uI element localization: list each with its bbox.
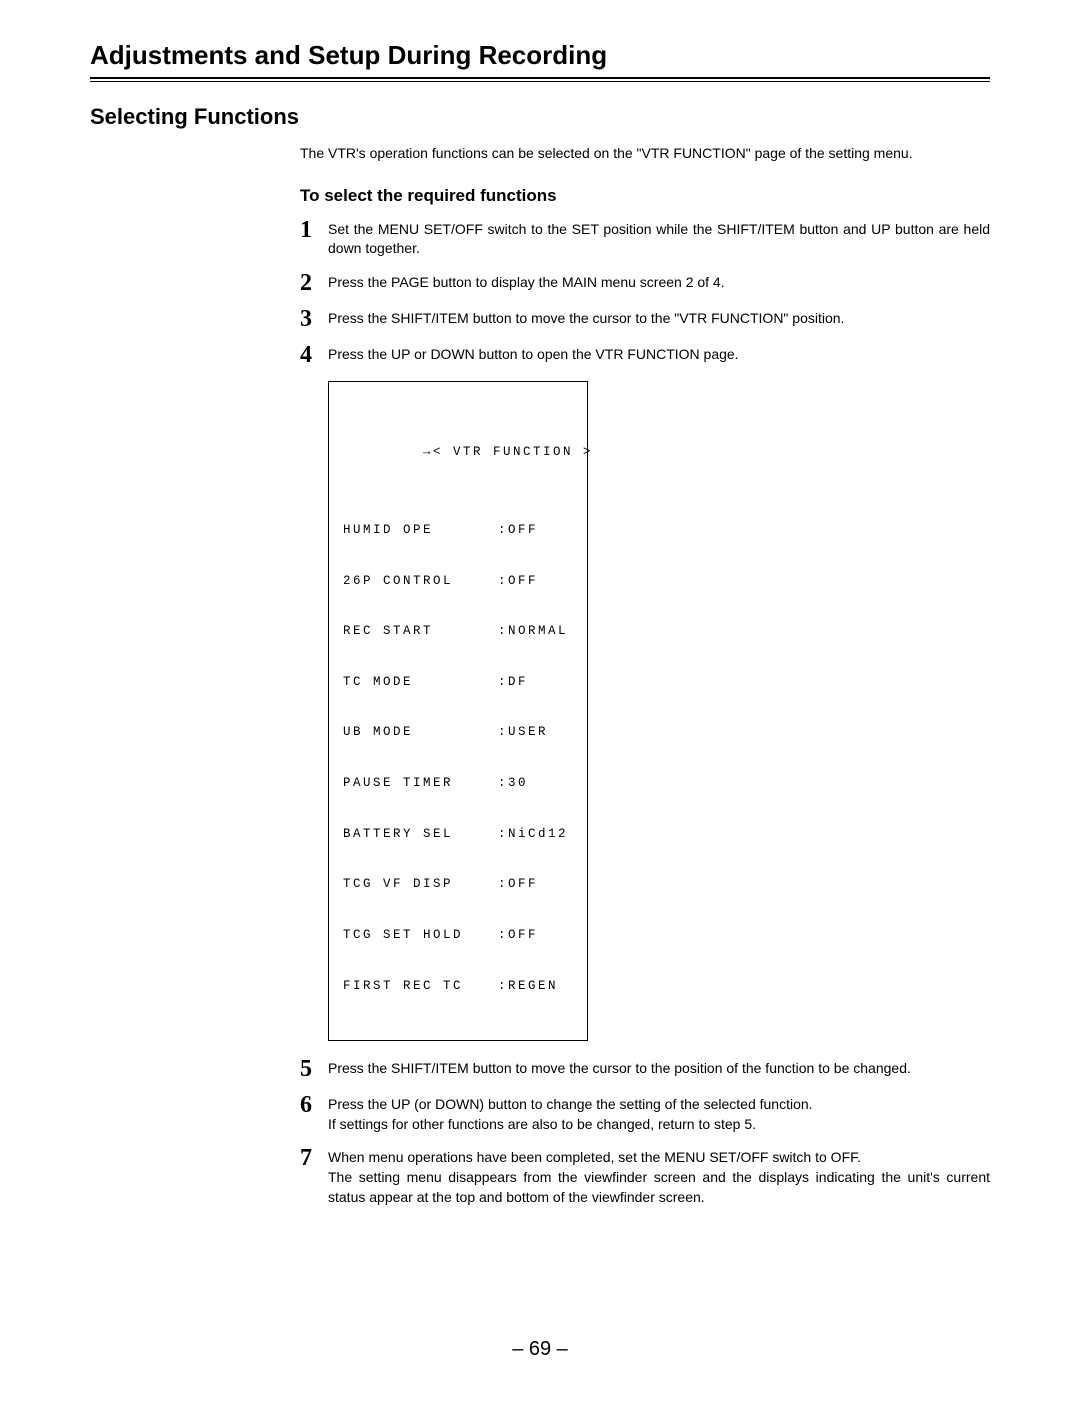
menu-value: OFF <box>498 876 538 893</box>
menu-label: TCG VF DISP <box>343 876 498 893</box>
step-item: 6 Press the UP (or DOWN) button to chang… <box>300 1095 990 1134</box>
menu-label: REC START <box>343 623 498 640</box>
menu-value: REGEN <box>498 978 558 995</box>
menu-row: BATTERY SELNiCd12 <box>343 826 573 843</box>
step-number: 7 <box>300 1146 328 1170</box>
menu-label: HUMID OPE <box>343 522 498 539</box>
menu-title: < VTR FUNCTION > <box>433 445 593 459</box>
menu-title-row: →< VTR FUNCTION > <box>343 428 573 479</box>
content-block: The VTR's operation functions can be sel… <box>300 144 990 1207</box>
step-text: When menu operations have been completed… <box>328 1148 990 1207</box>
intro-paragraph: The VTR's operation functions can be sel… <box>300 144 990 164</box>
step-number: 3 <box>300 307 328 331</box>
menu-label: FIRST REC TC <box>343 978 498 995</box>
menu-row: TCG SET HOLDOFF <box>343 927 573 944</box>
menu-value: NiCd12 <box>498 826 568 843</box>
menu-row: TCG VF DISPOFF <box>343 876 573 893</box>
menu-label: UB MODE <box>343 724 498 741</box>
menu-value: OFF <box>498 927 538 944</box>
menu-row: TC MODEDF <box>343 674 573 691</box>
step-number: 2 <box>300 271 328 295</box>
menu-value: OFF <box>498 573 538 590</box>
step-item: 7 When menu operations have been complet… <box>300 1148 990 1207</box>
menu-label: BATTERY SEL <box>343 826 498 843</box>
step-text: Press the SHIFT/ITEM button to move the … <box>328 309 990 329</box>
menu-value: NORMAL <box>498 623 568 640</box>
page-number: – 69 – <box>0 1338 1080 1361</box>
menu-row: PAUSE TIMER30 <box>343 775 573 792</box>
step-item: 3 Press the SHIFT/ITEM button to move th… <box>300 309 990 331</box>
step-number: 4 <box>300 343 328 367</box>
menu-row: HUMID OPEOFF <box>343 522 573 539</box>
step-number: 6 <box>300 1093 328 1117</box>
menu-label: TCG SET HOLD <box>343 927 498 944</box>
step-item: 2 Press the PAGE button to display the M… <box>300 273 990 295</box>
step-number: 5 <box>300 1057 328 1081</box>
heading-rule <box>90 81 990 82</box>
sub-heading: To select the required functions <box>300 186 990 206</box>
step-text: Set the MENU SET/OFF switch to the SET p… <box>328 220 990 259</box>
menu-row: UB MODEUSER <box>343 724 573 741</box>
menu-row: REC STARTNORMAL <box>343 623 573 640</box>
page-container: Adjustments and Setup During Recording S… <box>0 0 1080 1261</box>
vtr-menu-box: →< VTR FUNCTION > HUMID OPEOFF 26P CONTR… <box>328 381 588 1041</box>
step-text: Press the PAGE button to display the MAI… <box>328 273 990 293</box>
step-text: Press the UP or DOWN button to open the … <box>328 345 990 365</box>
menu-value: USER <box>498 724 548 741</box>
menu-row: FIRST REC TCREGEN <box>343 978 573 995</box>
menu-value: DF <box>498 674 528 691</box>
step-item: 1 Set the MENU SET/OFF switch to the SET… <box>300 220 990 259</box>
menu-row: 26P CONTROLOFF <box>343 573 573 590</box>
menu-label: 26P CONTROL <box>343 573 498 590</box>
menu-label: PAUSE TIMER <box>343 775 498 792</box>
menu-value: OFF <box>498 522 538 539</box>
menu-value: 30 <box>498 775 528 792</box>
menu-label: TC MODE <box>343 674 498 691</box>
arrow-right-icon: → <box>423 445 433 459</box>
step-text: Press the UP (or DOWN) button to change … <box>328 1095 990 1134</box>
steps-list-continued: 5 Press the SHIFT/ITEM button to move th… <box>300 1059 990 1207</box>
step-number: 1 <box>300 218 328 242</box>
step-item: 5 Press the SHIFT/ITEM button to move th… <box>300 1059 990 1081</box>
main-heading: Adjustments and Setup During Recording <box>90 40 990 79</box>
step-item: 4 Press the UP or DOWN button to open th… <box>300 345 990 367</box>
steps-list: 1 Set the MENU SET/OFF switch to the SET… <box>300 220 990 367</box>
section-heading: Selecting Functions <box>90 104 990 130</box>
step-text: Press the SHIFT/ITEM button to move the … <box>328 1059 990 1079</box>
